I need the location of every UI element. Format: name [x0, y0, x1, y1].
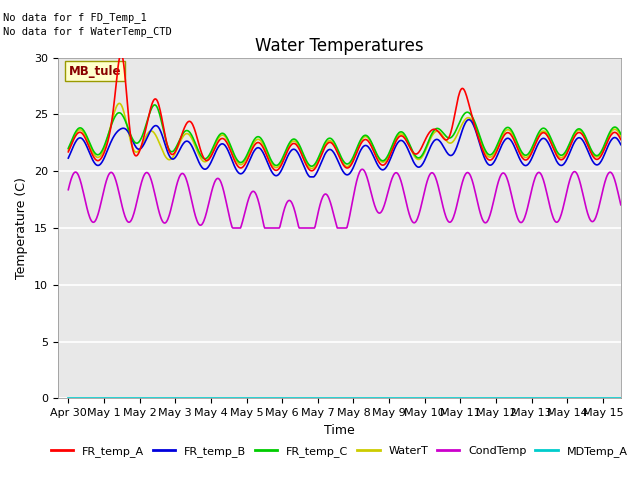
Text: MB_tule: MB_tule	[69, 65, 122, 78]
Text: No data for f WaterTemp_CTD: No data for f WaterTemp_CTD	[3, 26, 172, 37]
Title: Water Temperatures: Water Temperatures	[255, 36, 424, 55]
Y-axis label: Temperature (C): Temperature (C)	[15, 177, 28, 279]
Legend: FR_temp_A, FR_temp_B, FR_temp_C, WaterT, CondTemp, MDTemp_A: FR_temp_A, FR_temp_B, FR_temp_C, WaterT,…	[46, 441, 632, 461]
Text: No data for f FD_Temp_1: No data for f FD_Temp_1	[3, 12, 147, 23]
X-axis label: Time: Time	[324, 424, 355, 437]
